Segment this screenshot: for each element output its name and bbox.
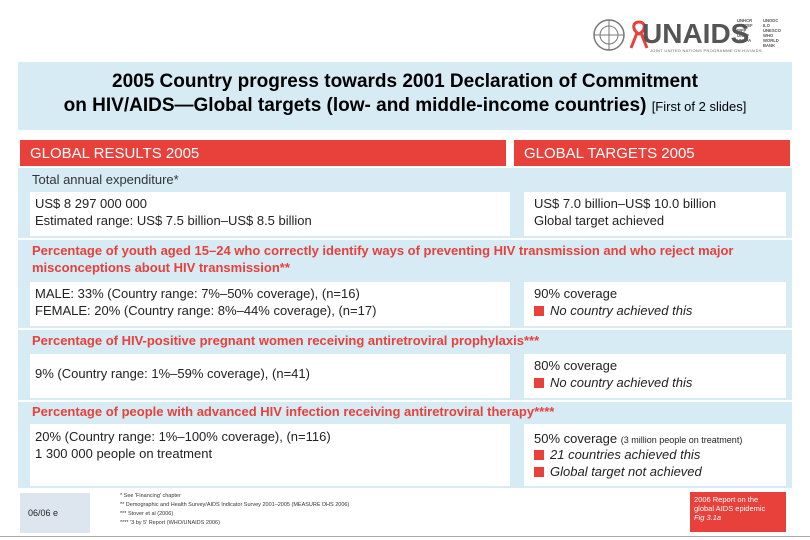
target-coverage: 50% coverage (534, 431, 618, 446)
target-status: No country achieved this (534, 303, 692, 319)
target-status-text: No country achieved this (550, 303, 693, 318)
slide-number-note: [First of 2 slides] (651, 99, 747, 114)
slide-title-line2: on HIV/AIDS—Global targets (low- and mid… (18, 95, 792, 117)
target-status: 21 countries achieved this (534, 447, 700, 463)
slide-title-line2-text: on HIV/AIDS—Global targets (low- and mid… (63, 95, 647, 116)
targets-cell: 50% coverage (3 million people on treatm… (524, 424, 786, 486)
footer-report-box: 2006 Report on the global AIDS epidemic … (690, 492, 786, 532)
slide-title-line1: 2005 Country progress towards 2001 Decla… (112, 71, 698, 92)
header-global-results: GLOBAL RESULTS 2005 (20, 140, 506, 166)
result-line: US$ 8 297 000 000 (35, 196, 148, 211)
footnote: ** Demographic and Health Survey/AIDS In… (120, 502, 350, 508)
footer-date: 06/06 e (28, 508, 59, 518)
cosponsor: UNODC (763, 18, 779, 23)
target-status: Global target not achieved (534, 464, 702, 480)
footnote: *** Stover et al (2006) (120, 511, 174, 517)
target-line: Global target achieved (534, 213, 665, 228)
cosponsor: ILO (763, 23, 770, 28)
results-cell: 20% (Country range: 1%–100% coverage), (… (30, 424, 510, 486)
footnote: **** '3 by 5' Report (WHO/UNAIDS 2006) (120, 520, 220, 526)
red-square-icon (534, 467, 544, 477)
target-line: US$ 7.0 billion–US$ 10.0 billion (534, 196, 717, 211)
header-global-targets: GLOBAL TARGETS 2005 (514, 140, 790, 166)
target-status-text: 21 countries achieved this (550, 447, 701, 462)
section-youth-knowledge: Percentage of youth aged 15–24 who corre… (18, 240, 792, 328)
result-line: FEMALE: 20% (Country range: 8%–44% cover… (35, 303, 377, 318)
unaids-logo: UNAIDS JOINT UNITED NATIONS PROGRAMME ON… (592, 14, 792, 54)
section-title: Percentage of HIV-positive pregnant wome… (32, 333, 540, 348)
section-art: Percentage of people with advanced HIV i… (18, 402, 792, 488)
section-title: Total annual expenditure* (32, 172, 179, 187)
red-square-icon (534, 378, 544, 388)
target-line: 90% coverage (534, 286, 618, 301)
section-pmtct: Percentage of HIV-positive pregnant wome… (18, 330, 792, 400)
result-line: 20% (Country range: 1%–100% coverage), (… (35, 429, 331, 444)
logo-subtitle: JOINT UNITED NATIONS PROGRAMME ON HIV/AI… (650, 48, 762, 53)
header-global-results-label: GLOBAL RESULTS 2005 (30, 145, 200, 162)
cosponsor: UNHCR (737, 18, 753, 23)
results-cell: MALE: 33% (Country range: 7%–50% coverag… (30, 282, 510, 326)
cosponsor: WFP (737, 28, 747, 33)
un-emblem-icon (593, 19, 625, 51)
bottom-divider (0, 536, 810, 537)
logo-wordmark: UNAIDS (642, 18, 750, 49)
report-figure: Fig 3.1a (694, 513, 722, 522)
footnote: * See 'Financing' chapter (120, 493, 181, 499)
section-title-cont: misconceptions about HIV transmission** (32, 260, 290, 275)
result-line: 9% (Country range: 1%–59% coverage), (n=… (35, 366, 310, 381)
footnotes: * See 'Financing' chapter ** Demographic… (120, 492, 349, 528)
result-line: MALE: 33% (Country range: 7%–50% coverag… (35, 286, 360, 301)
slide-title-box: 2005 Country progress towards 2001 Decla… (18, 62, 792, 130)
cosponsor-list: UNHCR UNICEF WFP UNDP UNFPA UNODC ILO UN… (737, 18, 787, 48)
section-title: Percentage of people with advanced HIV i… (32, 404, 555, 419)
footer-report-text: 2006 Report on the global AIDS epidemic … (694, 495, 765, 522)
target-note: (3 million people on treatment) (620, 435, 743, 445)
footer-date-box: 06/06 e (20, 493, 90, 533)
cosponsor: UNICEF (737, 23, 753, 28)
targets-cell: US$ 7.0 billion–US$ 10.0 billion Global … (524, 192, 786, 236)
section-expenditure: Total annual expenditure* US$ 8 297 000 … (18, 168, 792, 238)
targets-cell: 80% coverage No country achieved this (524, 354, 786, 398)
report-line: 2006 Report on the (694, 495, 759, 504)
result-line: 1 300 000 people on treatment (35, 446, 213, 461)
cosponsor: WHO (763, 33, 774, 38)
cosponsor: UNESCO (763, 28, 781, 33)
header-global-targets-label: GLOBAL TARGETS 2005 (524, 145, 695, 162)
targets-cell: 90% coverage No country achieved this (524, 282, 786, 326)
red-square-icon (534, 450, 544, 460)
target-status-text: No country achieved this (550, 375, 693, 390)
cosponsor: UNFPA (737, 38, 752, 43)
red-ribbon-icon (629, 20, 649, 49)
results-cell: US$ 8 297 000 000 Estimated range: US$ 7… (30, 192, 510, 236)
results-cell: 9% (Country range: 1%–59% coverage), (n=… (30, 354, 510, 398)
target-line: 50% coverage (3 million people on treatm… (534, 431, 742, 448)
result-line: Estimated range: US$ 7.5 billion–US$ 8.5… (35, 213, 312, 228)
target-status-text: Global target not achieved (550, 464, 702, 479)
target-status: No country achieved this (534, 375, 692, 391)
target-line: 80% coverage (534, 358, 618, 373)
red-square-icon (534, 306, 544, 316)
report-line: global AIDS epidemic (694, 504, 766, 513)
section-title: Percentage of youth aged 15–24 who corre… (32, 243, 734, 258)
cosponsor: WORLD BANK (763, 38, 779, 48)
cosponsor: UNDP (737, 33, 749, 38)
